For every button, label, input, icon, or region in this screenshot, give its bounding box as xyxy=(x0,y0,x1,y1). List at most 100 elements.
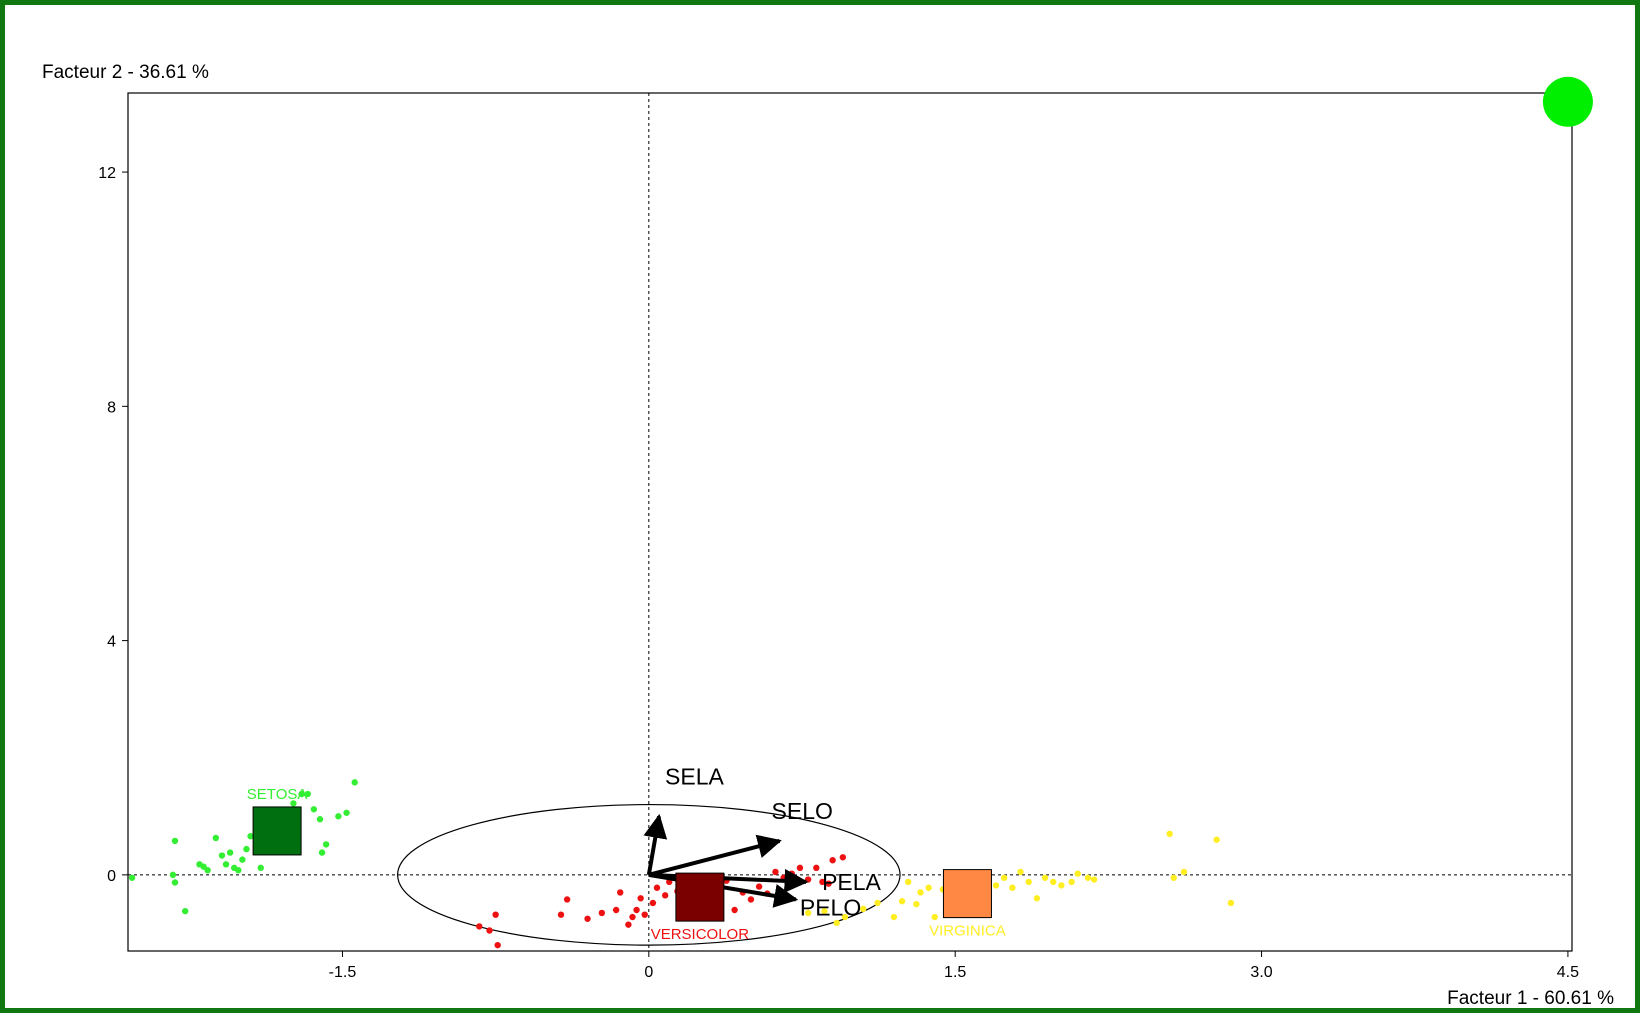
virginica-point xyxy=(821,907,828,915)
versicolor-point xyxy=(825,880,832,887)
setosa-point xyxy=(335,813,342,820)
versicolor-point xyxy=(819,878,826,886)
setosa-point xyxy=(316,816,324,823)
versicolor-point xyxy=(494,941,501,949)
arrow-sela xyxy=(643,813,668,876)
virginica-point xyxy=(860,905,867,913)
virginica-point xyxy=(992,882,1000,889)
versicolor-point xyxy=(649,899,657,907)
virginica-point xyxy=(1180,868,1188,876)
variable-label-sela: SELA xyxy=(665,763,724,789)
setosa-point xyxy=(304,790,311,798)
setosa-point xyxy=(128,874,136,881)
versicolor-point xyxy=(598,909,606,917)
setosa-point xyxy=(171,837,179,845)
virginica-point xyxy=(898,898,906,905)
setosa-point xyxy=(239,856,246,863)
setosa-point xyxy=(310,806,318,813)
y-tick-label: 4 xyxy=(107,634,116,651)
versicolor-point xyxy=(641,911,648,918)
variable-label-pelo: PELO xyxy=(800,894,861,920)
versicolor-point xyxy=(633,906,640,914)
arrow-selo xyxy=(648,834,782,877)
virginica-point xyxy=(1068,878,1075,886)
versicolor-point xyxy=(813,864,820,872)
setosa-point xyxy=(343,809,350,816)
setosa-point xyxy=(318,849,326,856)
versicolor-point xyxy=(829,857,836,864)
setosa-point xyxy=(257,864,264,872)
plot-frame xyxy=(127,92,1573,952)
virginica-point xyxy=(1074,870,1081,877)
x-axis-title: Facteur 1 - 60.61 % xyxy=(1447,988,1614,1009)
virginica-point xyxy=(1009,884,1016,891)
versicolor-point xyxy=(563,896,571,903)
virginica-point xyxy=(925,884,932,891)
setosa-point xyxy=(222,861,230,868)
setosa-point xyxy=(181,907,189,915)
virginica-centroid xyxy=(942,869,992,919)
versicolor-centroid xyxy=(675,872,725,922)
setosa-point xyxy=(226,849,234,856)
versicolor-point xyxy=(637,895,644,902)
setosa-point xyxy=(218,852,226,859)
setosa-point xyxy=(247,833,254,840)
versicolor-label: VERSICOLOR xyxy=(651,926,750,943)
versicolor-point xyxy=(486,927,493,934)
setosa-point xyxy=(212,834,220,842)
setosa-point xyxy=(243,845,250,853)
versicolor-point xyxy=(476,923,483,930)
setosa-point xyxy=(204,866,211,874)
setosa-point xyxy=(171,879,179,886)
versicolor-point xyxy=(492,911,499,918)
versicolor-point xyxy=(557,911,565,918)
virginica-point xyxy=(1033,895,1041,902)
x-tick-label: 0 xyxy=(644,964,653,981)
versicolor-point xyxy=(731,906,738,914)
virginica-point xyxy=(1058,882,1065,889)
x-tick-label: -1.5 xyxy=(329,964,357,981)
setosa-point xyxy=(298,790,305,798)
y-tick-label: 0 xyxy=(107,868,116,885)
virginica-point xyxy=(874,899,881,907)
versicolor-point xyxy=(839,854,847,861)
virginica-point xyxy=(1213,836,1220,843)
versicolor-point xyxy=(747,896,755,903)
correlation-ellipse xyxy=(397,803,901,946)
extra-point xyxy=(1542,76,1593,127)
virginica-point xyxy=(804,909,812,917)
virginica-point xyxy=(1017,868,1024,876)
setosa-point xyxy=(169,871,177,879)
virginica-point xyxy=(833,919,840,927)
virginica-point xyxy=(1090,876,1098,883)
virginica-point xyxy=(905,878,912,886)
virginica-point xyxy=(1050,878,1057,886)
y-tick-label: 8 xyxy=(107,399,116,416)
versicolor-point xyxy=(661,892,669,899)
versicolor-point xyxy=(617,889,624,896)
setosa-centroid xyxy=(252,806,302,856)
virginica-point xyxy=(1084,874,1092,881)
versicolor-point xyxy=(653,884,661,891)
setosa-point xyxy=(290,800,297,807)
y-axis-title: Facteur 2 - 36.61 % xyxy=(42,62,209,83)
setosa-point xyxy=(351,779,358,786)
x-tick-label: 1.5 xyxy=(944,964,966,981)
virginica-point xyxy=(1025,878,1032,886)
virginica-point xyxy=(913,900,920,908)
variable-label-pela: PELA xyxy=(822,869,881,895)
arrow-pela xyxy=(648,868,809,893)
virginica-point xyxy=(1170,874,1177,881)
virginica-point xyxy=(1001,874,1008,881)
setosa-point xyxy=(322,841,330,848)
x-tick-label: 3.0 xyxy=(1250,964,1272,981)
virginica-point xyxy=(841,913,849,921)
virginica-point xyxy=(917,889,924,896)
setosa-label: SETOSA xyxy=(247,786,308,803)
virginica-point xyxy=(931,913,938,921)
versicolor-point xyxy=(629,913,636,921)
versicolor-point xyxy=(796,864,804,872)
